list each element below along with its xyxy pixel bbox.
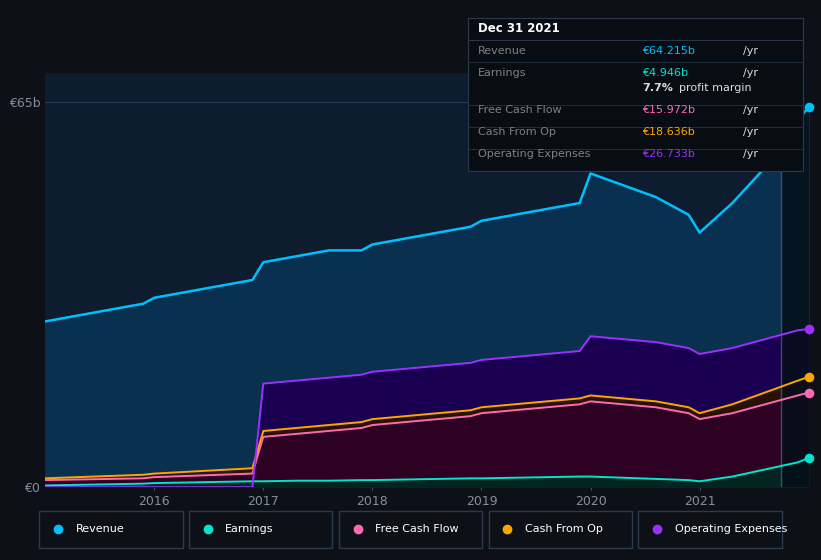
Point [802, 324, 815, 333]
Text: Cash From Op: Cash From Op [478, 127, 556, 137]
FancyBboxPatch shape [189, 511, 333, 548]
FancyBboxPatch shape [339, 511, 482, 548]
Point [802, 102, 815, 111]
Text: Earnings: Earnings [225, 525, 273, 534]
Point [802, 388, 815, 397]
Text: /yr: /yr [743, 46, 758, 56]
Text: Free Cash Flow: Free Cash Flow [478, 105, 562, 115]
Text: profit margin: profit margin [679, 83, 752, 93]
FancyBboxPatch shape [488, 511, 632, 548]
Text: Earnings: Earnings [478, 68, 526, 78]
Text: €26.733b: €26.733b [642, 148, 695, 158]
Text: €64.215b: €64.215b [642, 46, 695, 56]
Text: Dec 31 2021: Dec 31 2021 [478, 22, 560, 35]
Point [802, 454, 815, 463]
Text: €15.972b: €15.972b [642, 105, 695, 115]
Text: Operating Expenses: Operating Expenses [675, 525, 787, 534]
Text: €4.946b: €4.946b [642, 68, 688, 78]
Text: /yr: /yr [743, 68, 758, 78]
Text: Operating Expenses: Operating Expenses [478, 148, 590, 158]
Text: Free Cash Flow: Free Cash Flow [375, 525, 459, 534]
Bar [782, 73, 821, 487]
Text: Revenue: Revenue [478, 46, 527, 56]
Text: /yr: /yr [743, 127, 758, 137]
Point [802, 372, 815, 381]
FancyBboxPatch shape [639, 511, 782, 548]
Text: 7.7%: 7.7% [642, 83, 673, 93]
Text: Cash From Op: Cash From Op [525, 525, 603, 534]
Text: Revenue: Revenue [76, 525, 124, 534]
Text: /yr: /yr [743, 148, 758, 158]
FancyBboxPatch shape [39, 511, 182, 548]
Text: /yr: /yr [743, 105, 758, 115]
Text: €18.636b: €18.636b [642, 127, 695, 137]
